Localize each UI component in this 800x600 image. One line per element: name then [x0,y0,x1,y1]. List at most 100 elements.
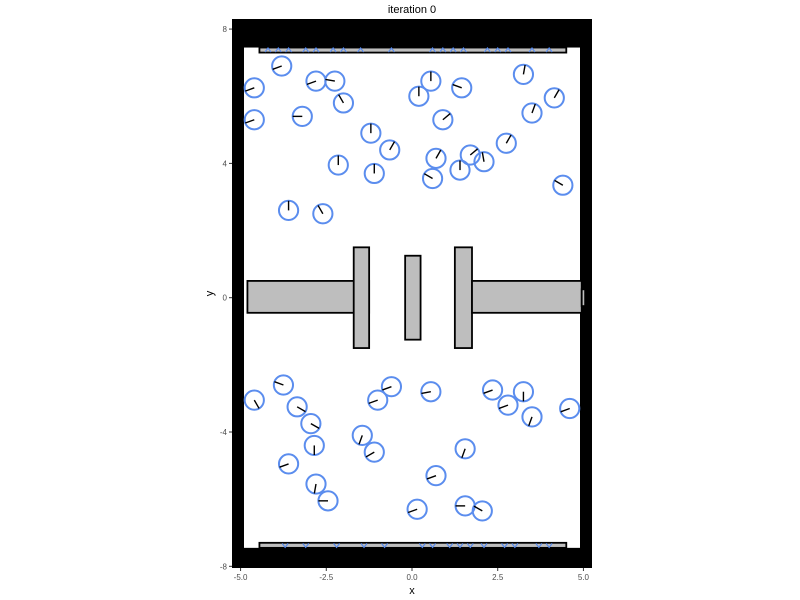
agent-heading [531,103,536,114]
agent-heading [421,391,431,395]
agent-point [425,465,447,487]
agent-point [406,498,428,520]
agent-point [512,63,535,86]
agent-heading [358,435,363,445]
y-tick-label: 0 [223,294,228,303]
agent-heading [382,386,392,391]
top-bar-mark [285,47,293,53]
agent-heading [473,505,483,512]
y-axis: -8 -4 0 4 8 [220,25,232,571]
obstacle [246,280,371,314]
top-bar-mark [528,47,536,53]
top-bar-mark [339,47,347,53]
agent-point [360,122,382,144]
top-bar-mark [329,47,337,53]
agent-heading [528,416,533,427]
agent-heading [498,404,509,410]
agent-heading [306,80,317,86]
agent-point [305,473,327,495]
top-bar-mark [264,47,272,53]
obstacle [352,246,371,349]
bottom-bar-mark [545,542,553,549]
bottom-bar-mark [446,542,454,549]
agent-point [451,77,473,99]
agent-point [521,102,543,124]
bottom-bar-mark [360,542,368,549]
agent-heading [274,381,284,386]
agent-heading [365,451,375,458]
agent-point [324,70,346,92]
obstacle [258,46,568,54]
x-axis: -5.0 -2.5 0.0 2.5 5.0 [234,568,590,582]
agent-point [286,396,308,418]
agent-point [379,139,401,161]
agent-point [420,381,442,403]
top-bar-mark [302,47,310,53]
agent-heading [452,83,462,89]
agent-point [481,379,504,401]
top-bar-mark [494,47,502,53]
agent-point [552,174,574,196]
y-tick-label: 4 [223,159,228,168]
agents-layer [243,55,581,522]
wall [232,19,244,568]
obstacle [453,246,473,349]
bar-marks-layer [264,47,553,549]
agent-heading [245,87,255,92]
bottom-bar-mark [429,542,437,549]
top-bar-mark [274,47,282,53]
agent-heading [325,78,335,82]
plot-title: iteration 0 [388,4,436,16]
y-tick-label: -4 [220,428,228,437]
bottom-bar-mark [302,542,310,549]
bottom-bar-mark [281,542,289,549]
agent-point [367,389,389,411]
agent-heading [481,152,485,162]
agent-point [559,397,581,420]
agent-point [497,394,519,416]
agent-point [521,406,543,428]
agent-point [243,77,265,99]
bottom-bar-mark [535,542,543,549]
agent-point [363,441,385,463]
agent-heading [426,475,437,480]
agent-point [271,55,293,77]
agent-point [512,381,535,403]
walls-layer [232,19,592,568]
agent-point [425,147,447,169]
x-tick-label: 2.5 [492,573,504,582]
agent-heading [522,64,526,75]
agent-heading [279,463,289,468]
agent-heading [389,141,396,151]
top-bar-mark [439,47,447,53]
wall [232,547,592,568]
agent-heading [505,134,512,144]
agent-point [471,500,493,522]
agent-heading [368,399,378,405]
agent-point [300,413,322,435]
agent-heading [554,179,564,186]
agent-heading [272,65,282,70]
agent-heading [253,399,260,409]
obstacle [471,280,583,314]
agent-heading [423,173,433,180]
bottom-bar-mark [333,542,341,549]
agent-point [312,203,334,225]
bottom-bar-mark [466,542,474,549]
y-tick-label: 8 [223,25,228,34]
agent-heading [560,407,570,413]
wall [232,19,592,48]
x-tick-label: -2.5 [319,573,333,582]
agent-heading [313,483,317,494]
x-tick-label: 5.0 [578,573,590,582]
y-tick-label: -8 [220,562,228,571]
agent-point [380,376,403,398]
top-bar-mark [429,47,437,53]
agent-point [421,167,444,190]
bottom-bar-mark [418,542,426,549]
top-bar-mark [545,47,553,53]
obstacle [258,541,568,549]
bottom-bar-mark [511,542,519,549]
bottom-bar-mark [381,542,389,549]
